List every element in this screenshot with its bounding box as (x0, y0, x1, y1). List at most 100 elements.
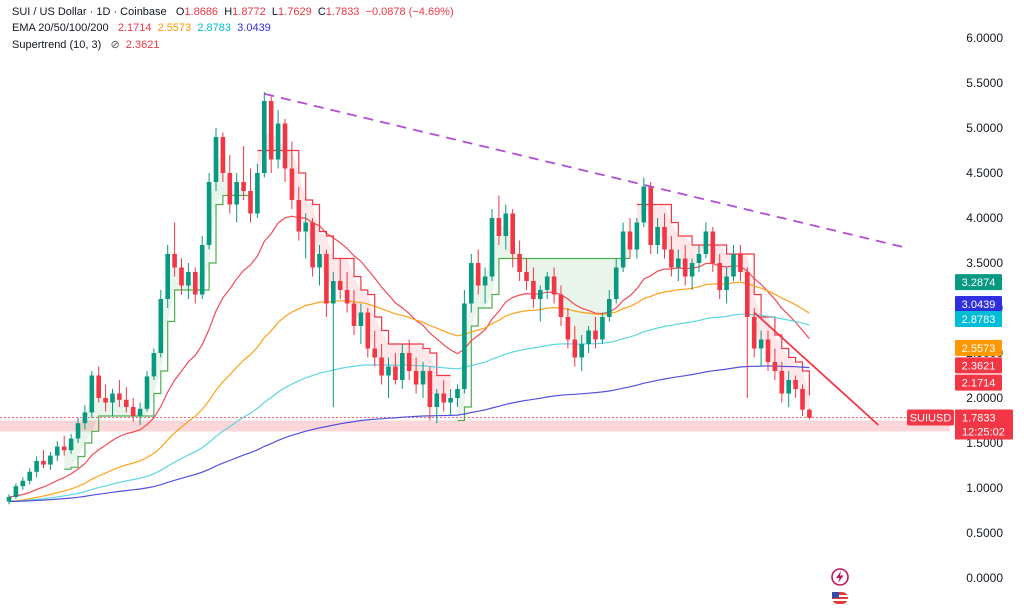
dashed-resistance-trendline[interactable] (264, 92, 907, 249)
candle-body[interactable] (793, 380, 798, 389)
candle-body[interactable] (779, 371, 785, 394)
candle-body[interactable] (607, 299, 612, 317)
candle-body[interactable] (758, 339, 764, 349)
candle-body[interactable] (800, 389, 805, 410)
candle-body[interactable] (682, 258, 688, 277)
candle-body[interactable] (96, 375, 101, 399)
candle-body[interactable] (75, 423, 81, 439)
hidden-eye-icon[interactable]: ⊘ (110, 39, 120, 51)
symbol-title[interactable]: SUI / US Dollar · 1D · Coinbase (12, 6, 167, 18)
candle-body[interactable] (579, 344, 584, 358)
candle-body[interactable] (372, 348, 377, 358)
red-descending-trendline[interactable] (753, 311, 880, 426)
candle-body[interactable] (379, 357, 384, 376)
candle-body[interactable] (61, 446, 67, 451)
candle-body[interactable] (517, 254, 522, 272)
candle-body[interactable] (765, 339, 771, 363)
candle-body[interactable] (496, 218, 502, 236)
candle-body[interactable] (662, 227, 667, 250)
candle-body[interactable] (137, 408, 143, 416)
candle-body[interactable] (331, 281, 336, 304)
candle-body[interactable] (676, 258, 681, 268)
candle-body[interactable] (772, 362, 778, 371)
candle-body[interactable] (731, 254, 736, 277)
flag-icon[interactable] (832, 592, 848, 604)
candle-body[interactable] (510, 213, 515, 255)
candle-body[interactable] (503, 213, 509, 237)
candle-body[interactable] (262, 101, 267, 173)
candle-body[interactable] (117, 393, 122, 400)
candle-body[interactable] (358, 312, 364, 327)
candle-body[interactable] (282, 123, 288, 169)
candle-body[interactable] (696, 254, 702, 263)
candle-body[interactable] (158, 299, 164, 353)
candle-body[interactable] (565, 317, 571, 340)
candle-body[interactable] (303, 222, 308, 232)
candle-body[interactable] (669, 249, 674, 268)
candle-body[interactable] (289, 168, 295, 201)
candle-body[interactable] (751, 317, 757, 349)
candle-body[interactable] (620, 231, 626, 268)
candle-body[interactable] (745, 272, 750, 317)
candle-body[interactable] (248, 191, 253, 214)
candle-body[interactable] (55, 446, 60, 456)
candle-body[interactable] (462, 303, 467, 390)
header-line-ema[interactable]: EMA 20/50/100/200 2.1714 2.5573 2.8783 3… (12, 22, 271, 34)
candle-body[interactable] (275, 123, 281, 160)
candle-body[interactable] (365, 312, 371, 349)
candle-body[interactable] (324, 254, 329, 304)
candle-body[interactable] (213, 137, 219, 182)
candle-body[interactable] (68, 438, 74, 451)
candle-body[interactable] (310, 222, 315, 268)
candle-body[interactable] (420, 371, 426, 385)
candle-body[interactable] (199, 245, 205, 295)
candle-body[interactable] (441, 393, 446, 403)
candle-body[interactable] (220, 137, 226, 173)
candle-body[interactable] (386, 366, 391, 376)
trendline-layer[interactable] (264, 92, 907, 426)
candle-body[interactable] (351, 303, 357, 327)
candle-body[interactable] (144, 376, 150, 409)
candle-body[interactable] (193, 272, 198, 295)
candle-body[interactable] (241, 182, 246, 191)
candle-body[interactable] (41, 461, 46, 465)
candle-body[interactable] (689, 263, 695, 277)
candle-body[interactable] (406, 353, 412, 371)
candle-body[interactable] (413, 371, 419, 385)
candle-body[interactable] (179, 267, 184, 286)
candle-body[interactable] (103, 398, 108, 403)
candle-body[interactable] (34, 461, 39, 472)
candle-body[interactable] (344, 290, 350, 304)
candle-body[interactable] (89, 375, 95, 413)
candle-body[interactable] (317, 254, 322, 268)
candle-layer[interactable] (6, 92, 812, 505)
candle-body[interactable] (20, 480, 26, 487)
candle-body[interactable] (717, 263, 722, 290)
header-line-supertrend[interactable]: Supertrend (10, 3) ⊘ 2.3621 (12, 38, 159, 51)
candle-body[interactable] (124, 399, 129, 407)
candle-body[interactable] (234, 182, 239, 205)
candle-body[interactable] (110, 393, 115, 403)
candle-body[interactable] (448, 398, 453, 403)
candle-body[interactable] (738, 254, 743, 272)
candle-body[interactable] (186, 272, 191, 286)
lightning-icon[interactable] (831, 568, 849, 586)
candle-body[interactable] (489, 218, 495, 277)
candle-body[interactable] (455, 389, 460, 398)
candle-body[interactable] (206, 182, 212, 245)
candle-body[interactable] (227, 173, 233, 205)
candle-body[interactable] (255, 173, 260, 214)
candle-body[interactable] (627, 231, 633, 250)
candle-body[interactable] (27, 471, 32, 481)
candle-body[interactable] (130, 407, 136, 416)
candle-body[interactable] (703, 231, 709, 255)
candle-body[interactable] (613, 267, 619, 300)
candle-body[interactable] (151, 353, 157, 377)
candle-body[interactable] (524, 272, 529, 281)
candle-body[interactable] (648, 186, 653, 246)
candle-body[interactable] (13, 486, 19, 497)
candle-body[interactable] (48, 455, 53, 465)
candle-body[interactable] (586, 330, 591, 345)
candle-body[interactable] (469, 263, 474, 304)
